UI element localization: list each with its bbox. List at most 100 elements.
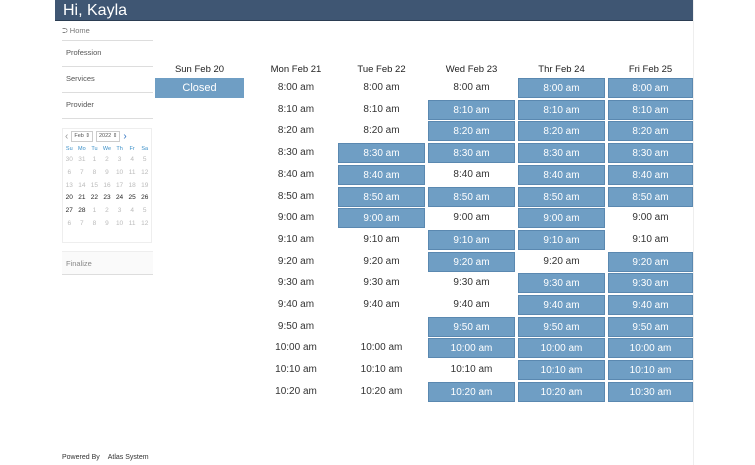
time-slot-available[interactable]: 9:10 am — [518, 229, 605, 250]
footer: Powered By Atlas System — [62, 454, 149, 461]
time-slot-available[interactable]: 8:30 am — [608, 143, 693, 164]
calendar-day: 1 — [92, 207, 97, 215]
calendar-day: 19 — [141, 181, 149, 189]
time-slot-available[interactable]: 8:30 am — [428, 143, 515, 164]
time-slot-available[interactable]: 8:20 am — [518, 121, 605, 142]
calendar-day[interactable]: 22 — [90, 194, 99, 202]
calendar-day: 2 — [105, 156, 109, 163]
sidebar-item-services[interactable]: Services — [62, 67, 153, 93]
day-column: Fri Feb 25 8:00 am 8:10 am 8:20 am 8:30 am 8:… — [608, 62, 693, 402]
time-slot-unavailable: 9:20 am — [277, 255, 315, 267]
time-slot-available[interactable]: 8:50 am — [608, 186, 693, 207]
time-slot-available[interactable]: 8:30 am — [338, 143, 425, 164]
sidebar-item-profession[interactable]: Profession — [62, 41, 153, 67]
day-header: Sun Feb 20 — [174, 64, 225, 75]
calendar-grid: Su Mo Tu We Th Fr Sa 30 31 1 2 3 4 5 6 7 8 9 10 11 12 13 14 15 1… — [63, 144, 151, 231]
calendar-day[interactable]: 20 — [65, 194, 73, 202]
calendar-day: 13 — [65, 181, 73, 189]
time-slot-available[interactable]: 8:10 am — [428, 99, 515, 120]
calendar-day[interactable]: 28 — [78, 207, 86, 215]
prev-month-icon[interactable]: ‹ — [65, 131, 69, 142]
calendar-day[interactable]: 27 — [65, 207, 73, 215]
time-slot-available[interactable]: 8:20 am — [608, 121, 693, 142]
day-column: Wed Feb 23 8:00 am 8:10 am 8:20 am 8:30 am 8:… — [428, 62, 515, 402]
time-slot-available[interactable]: 10:20 am — [428, 381, 515, 402]
calendar-day: 2 — [105, 207, 109, 215]
weekday-label: We — [102, 146, 112, 152]
time-slot-available[interactable]: 8:40 am — [518, 164, 605, 185]
time-slot-unavailable: 9:30 am — [277, 277, 315, 289]
calendar-day[interactable]: 23 — [103, 194, 111, 202]
time-slot-available[interactable]: 10:10 am — [608, 360, 693, 381]
time-slot-available[interactable]: 9:10 am — [428, 229, 515, 250]
time-slot-available[interactable]: 9:30 am — [518, 273, 605, 294]
time-slot-available[interactable]: 10:00 am — [518, 338, 605, 359]
time-slot-unavailable: 10:00 am — [275, 342, 317, 354]
time-slot-unavailable: 8:00 am — [453, 82, 490, 93]
time-slot-available[interactable]: 8:00 am — [518, 78, 605, 98]
home-link[interactable]: ⮊ Home — [62, 22, 153, 41]
time-slot-available[interactable]: 10:20 am — [518, 381, 605, 402]
time-slot-unavailable: 8:20 am — [277, 125, 315, 137]
calendar-day[interactable]: 26 — [141, 194, 149, 202]
time-slot-unavailable: 9:00 am — [632, 212, 669, 224]
calendar-day: 17 — [115, 181, 124, 189]
time-slot-available[interactable]: 8:00 am — [608, 78, 693, 98]
time-slot-unavailable: 9:30 am — [363, 277, 400, 289]
powered-by: Powered By — [62, 454, 100, 461]
calendar-day: 11 — [128, 219, 136, 227]
time-slot-available[interactable]: 8:10 am — [518, 99, 605, 120]
time-slot-available[interactable]: 9:00 am — [518, 208, 605, 229]
sidebar-item-provider[interactable]: Provider — [62, 93, 153, 119]
calendar-day[interactable]: 21 — [78, 194, 86, 202]
time-slot-available[interactable]: 9:50 am — [428, 316, 515, 337]
time-slot-available[interactable]: 9:20 am — [608, 251, 693, 272]
time-slot-available[interactable]: 9:40 am — [518, 295, 605, 315]
time-slot-available[interactable]: 9:30 am — [608, 273, 693, 294]
day-header: Fri Feb 25 — [628, 64, 673, 75]
next-month-icon[interactable]: › — [123, 131, 127, 142]
time-slot-available[interactable]: 8:20 am — [428, 121, 515, 142]
time-slot-available[interactable]: 8:30 am — [518, 143, 605, 164]
time-slot-available[interactable]: 9:00 am — [338, 208, 425, 229]
time-slot-unavailable: 8:50 am — [277, 190, 315, 202]
time-slot-available[interactable]: 8:50 am — [338, 186, 425, 207]
calendar-day: 10 — [115, 168, 124, 176]
weekday-label: Th — [116, 146, 123, 152]
calendar-day: 6 — [67, 219, 72, 227]
time-slot-available[interactable]: 8:40 am — [608, 164, 693, 185]
time-slot-available[interactable]: 10:30 am — [608, 381, 693, 402]
time-slot-available[interactable]: 8:40 am — [338, 164, 425, 185]
year-select[interactable]: 2022 ⇕ — [95, 131, 121, 142]
time-slot-unavailable: 9:30 am — [453, 277, 490, 289]
time-slot-available[interactable]: 8:50 am — [428, 186, 515, 207]
time-slot-available[interactable]: 9:50 am — [518, 316, 605, 337]
day-column: Sun Feb 20 Closed — [155, 62, 244, 98]
time-slot-unavailable: 10:20 am — [275, 385, 317, 397]
time-slot-unavailable: 8:40 am — [277, 168, 315, 180]
time-slot-available[interactable]: 10:00 am — [428, 338, 515, 359]
time-slot-unavailable: 8:00 am — [363, 82, 400, 93]
time-slot-available[interactable]: 9:20 am — [428, 251, 515, 272]
calendar-day: 14 — [78, 181, 86, 189]
sidebar-item-finalize[interactable]: Finalize — [62, 251, 153, 275]
weekday-label: Sa — [141, 146, 149, 152]
app-header: Hi, Kayla — [55, 0, 693, 21]
calendar-day: 10 — [115, 219, 124, 227]
time-slot-available[interactable]: 8:10 am — [608, 99, 693, 120]
time-slot-unavailable: 8:10 am — [363, 103, 400, 115]
time-slot-available[interactable]: 9:50 am — [608, 316, 693, 337]
time-slot-unavailable: 9:00 am — [277, 212, 315, 224]
calendar-day: 8 — [92, 168, 97, 176]
calendar-day[interactable]: 24 — [115, 194, 124, 202]
time-slot-unavailable: 9:10 am — [363, 233, 400, 245]
time-slot-available[interactable]: 8:50 am — [518, 186, 605, 207]
day-header: Thr Feb 24 — [538, 64, 585, 75]
time-slot-unavailable: 9:50 am — [277, 320, 315, 332]
divider — [693, 0, 694, 465]
time-slot-available[interactable]: 9:40 am — [608, 295, 693, 315]
month-select[interactable]: Feb ⇕ — [71, 131, 93, 142]
time-slot-available[interactable]: 10:10 am — [518, 360, 605, 381]
time-slot-available[interactable]: 10:00 am — [608, 338, 693, 359]
calendar-day[interactable]: 25 — [128, 194, 136, 202]
